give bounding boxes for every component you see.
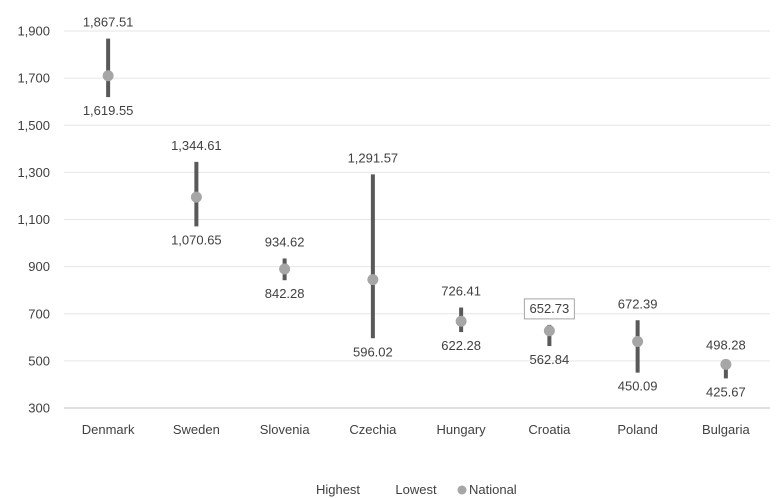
national-point [720,358,732,370]
legend-national: National [469,482,517,497]
y-tick-label: 500 [28,353,50,368]
data-label-box [523,298,575,320]
x-tick-label: Poland [617,422,657,437]
legend-lowest: Lowest [395,482,437,497]
national-point [543,325,555,337]
x-tick-label: Hungary [437,422,487,437]
x-tick-label: Czechia [349,422,397,437]
legend-national-marker [457,485,467,495]
x-tick-label: Bulgaria [702,422,750,437]
y-tick-label: 300 [28,401,50,416]
lowest-data-label: 596.02 [353,344,393,359]
lowest-data-label: 622.28 [441,338,481,353]
highest-data-label: 1,291.57 [348,150,399,165]
lowest-data-label: 450.09 [618,379,658,394]
x-tick-label: Slovenia [260,422,311,437]
highest-data-label: 652.73 [529,301,569,316]
x-axis: Denmark Sweden Slovenia Czechia Hungary Croat… [64,407,770,437]
highest-data-label: 672.39 [618,296,658,311]
y-axis: 300 500 700 900 1,100 1,300 1,500 1,700 1,900 [17,24,50,416]
y-tick-label: 700 [28,306,50,321]
highest-data-label: 934.62 [265,234,305,249]
legend: Highest Lowest National [316,482,517,497]
national-point [190,191,202,203]
national-point [632,336,644,348]
y-tick-label: 1,100 [17,212,50,227]
national-point [367,274,379,286]
highest-data-label: 726.41 [441,284,481,299]
national-point [279,263,291,275]
highest-data-label: 1,867.51 [83,15,134,30]
lowest-data-label: 562.84 [529,352,569,367]
y-tick-label: 1,700 [17,71,50,86]
x-tick-label: Sweden [173,422,220,437]
highest-data-label: 498.28 [706,337,746,352]
national-point [102,70,114,82]
national-point [455,315,467,327]
y-tick-label: 900 [28,259,50,274]
lowest-data-label: 842.28 [265,286,305,301]
gridlines [64,30,770,362]
lowest-data-label: 1,070.65 [171,232,222,247]
lowest-data-label: 425.67 [706,384,746,399]
highest-data-label: 1,344.61 [171,138,222,153]
legend-highest: Highest [316,482,360,497]
y-tick-label: 1,300 [17,165,50,180]
y-tick-label: 1,500 [17,118,50,133]
x-tick-label: Croatia [528,422,571,437]
lowest-data-label: 1,619.55 [83,103,134,118]
y-tick-label: 1,900 [17,24,50,39]
x-tick-label: Denmark [82,422,135,437]
data-marks: 1,867.51 1,619.55 1,344.61 1,070.65 934.62 84… [83,15,746,400]
